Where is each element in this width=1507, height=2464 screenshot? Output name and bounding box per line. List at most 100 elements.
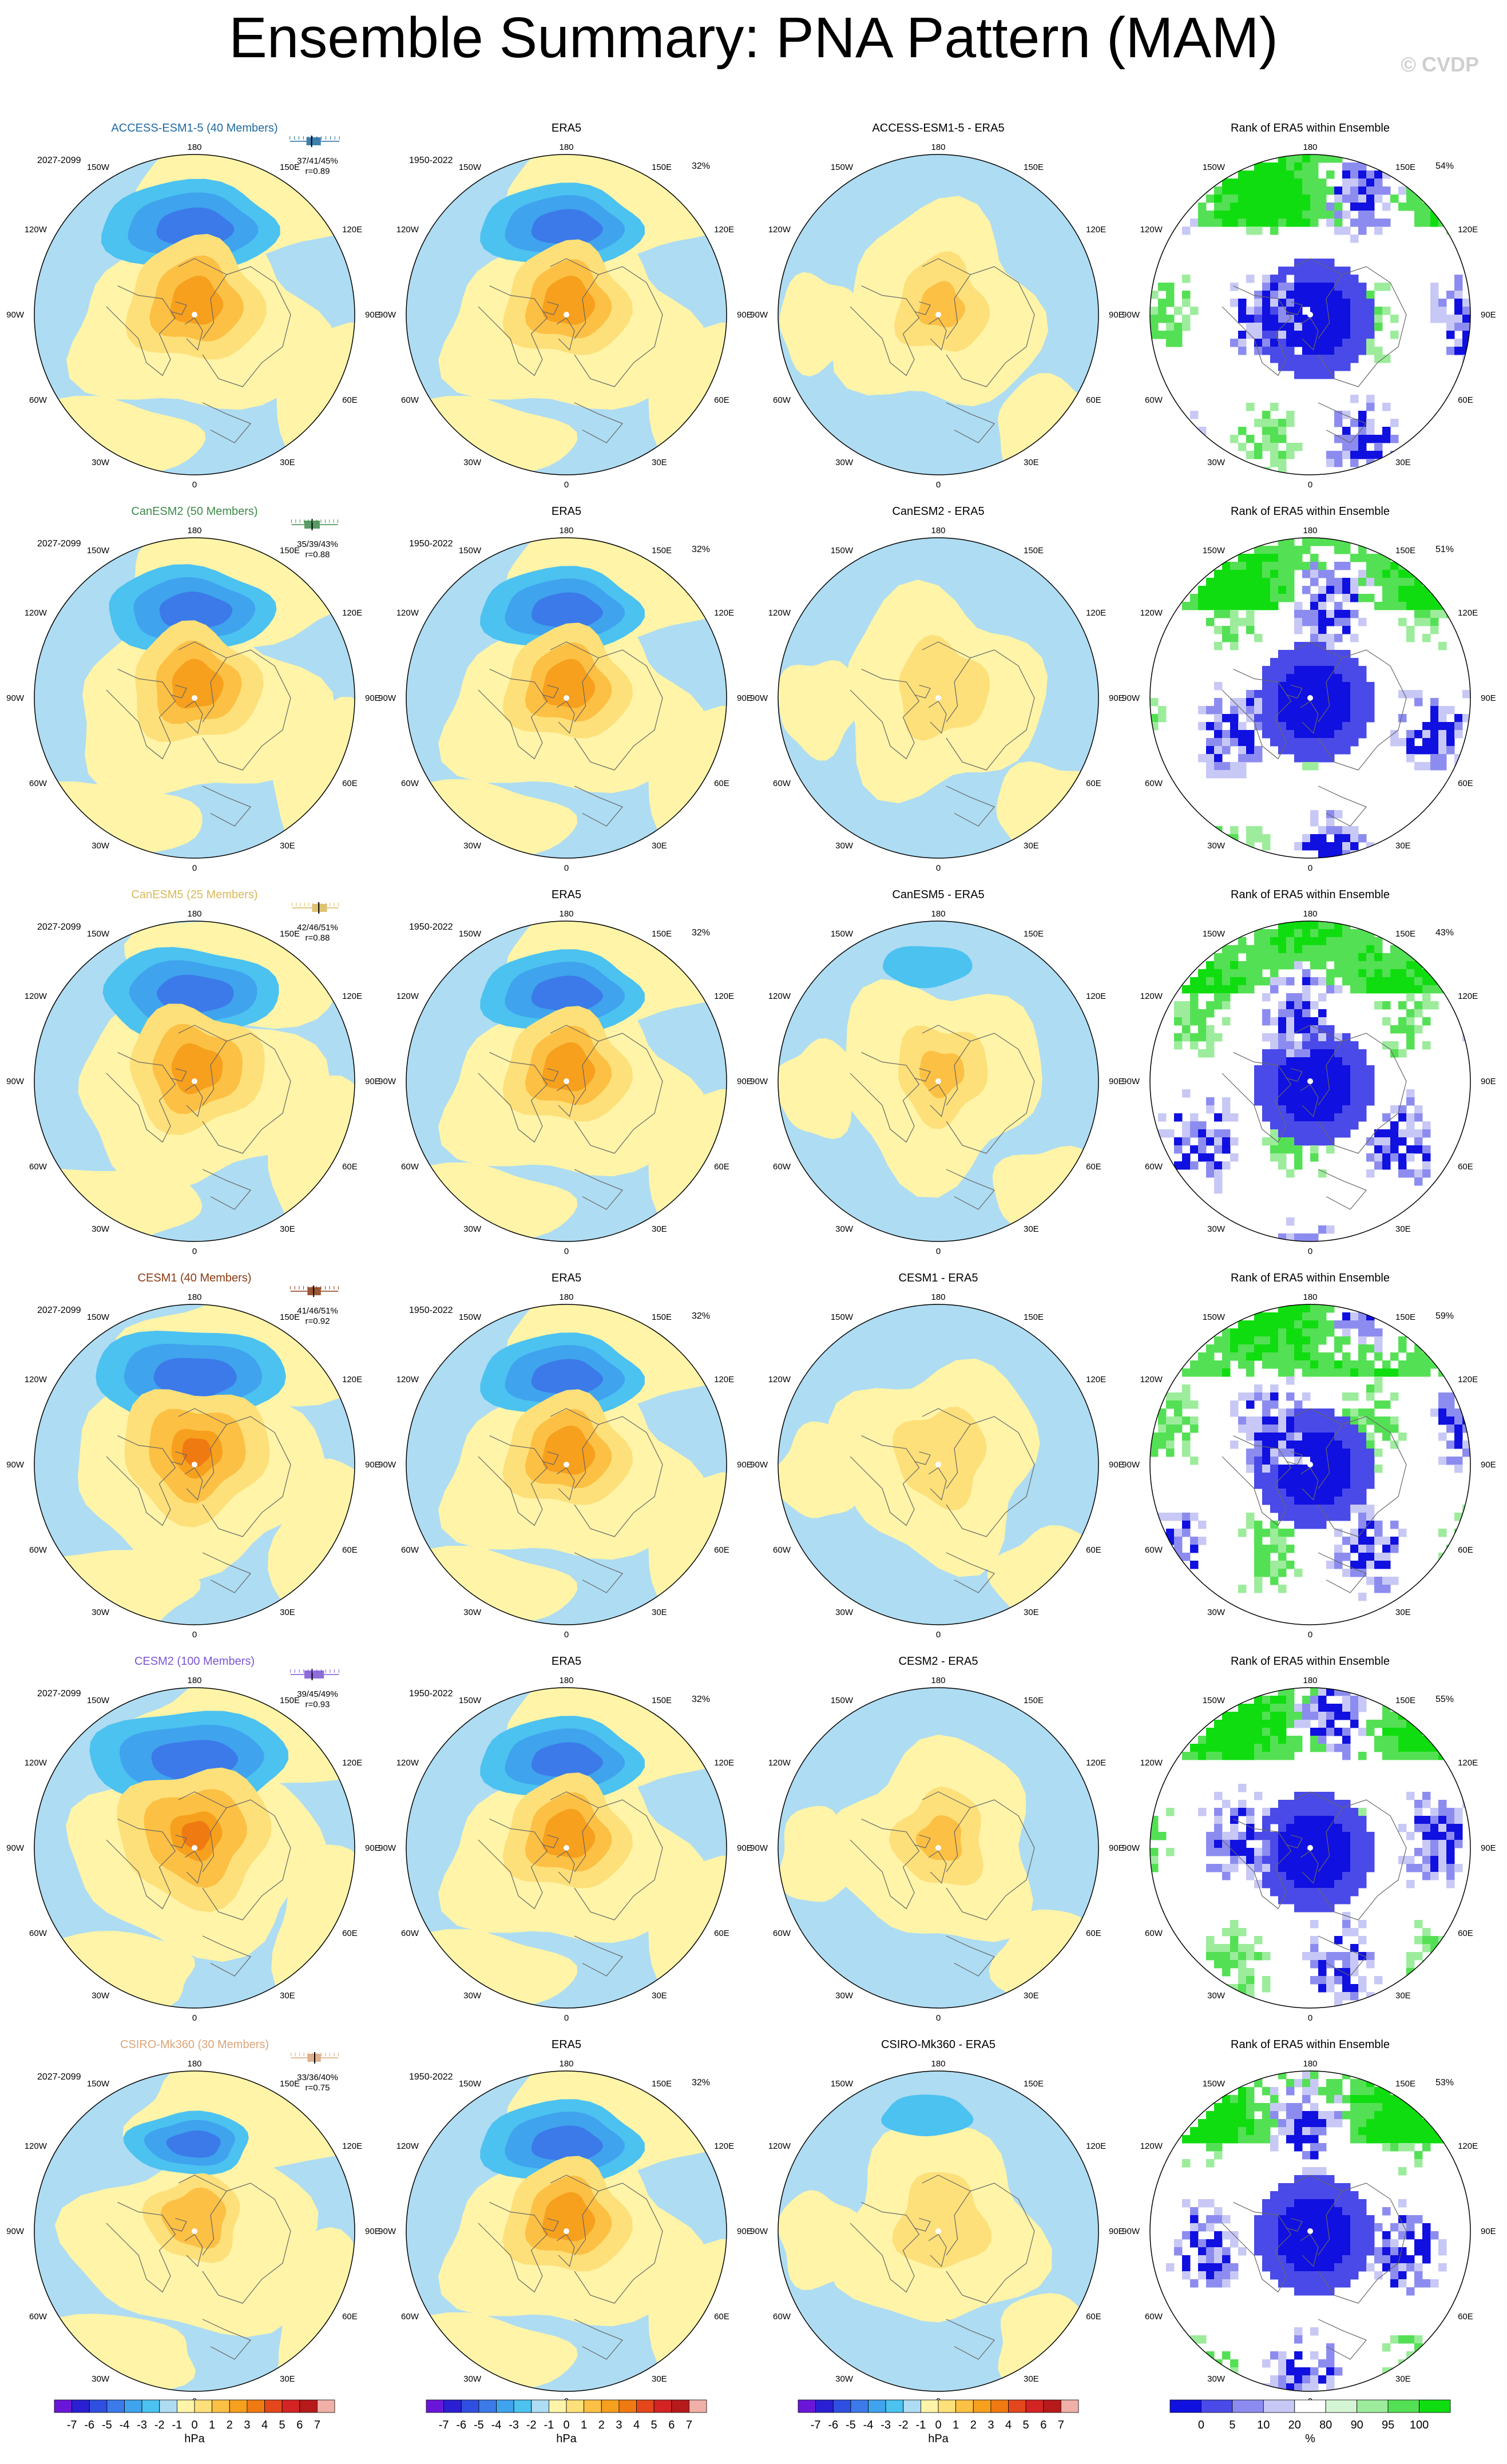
panel-r5-c3-cell [1270, 2119, 1279, 2128]
panel-r5-c3-cell [1358, 2119, 1367, 2128]
anomaly-colorbar-1-tick-10: 3 [616, 2419, 622, 2431]
panel-r4-c0-lon-label-60W: 60W [29, 1929, 47, 1938]
panel-r2-c3-cell [1374, 1153, 1383, 1162]
panel-r1-c3-cell [1342, 626, 1351, 634]
panel-r4-c3-cell [1262, 1816, 1271, 1824]
panel-r1-c3-cell [1422, 594, 1431, 602]
panel-r0-c3-cell [1294, 363, 1303, 371]
panel-r5-c3-cell [1366, 2247, 1375, 2256]
panel-r3-c3-cell [1342, 1336, 1351, 1345]
panel-r2-c3-cell [1278, 929, 1287, 938]
panel-r2-c3-cell [1278, 1161, 1287, 1170]
panel-r5-c3-cell [1382, 2111, 1391, 2120]
panel-r3-c3-cell [1326, 1304, 1335, 1313]
panel-r0-c3-cell [1390, 195, 1399, 203]
panel-r1-c3-cell [1246, 738, 1255, 747]
panel-r0-c3-cell [1318, 299, 1327, 307]
panel-r1-c3-cell [1334, 674, 1343, 683]
panel-r1-c3-cell [1278, 714, 1287, 723]
panel-r2-c3-cell [1270, 1089, 1279, 1098]
panel-r0-c3-cell [1406, 203, 1415, 211]
panel-r4-c3-cell [1278, 1744, 1287, 1752]
anomaly-colorbar-0-swatch-14 [299, 2399, 318, 2413]
panel-r5-c3-cell [1302, 2175, 1311, 2184]
panel-r5-c3-cell [1342, 2263, 1351, 2272]
panel-r4-c3-cell [1310, 1688, 1319, 1696]
panel-r0-c3-cell [1182, 227, 1191, 235]
panel-r5-c3-cell [1278, 2215, 1287, 2224]
panel-r5-c3-cell [1294, 2287, 1303, 2296]
panel-r2-c3-cell [1286, 1169, 1295, 1178]
panel-r1-c3-cell [1358, 722, 1367, 731]
panel-r4-c3-cell [1238, 1736, 1247, 1744]
panel-r1-c3-cell [1262, 570, 1271, 578]
panel-r3-c3-cell [1262, 1457, 1271, 1465]
panel-r1-c0-lon-label-150E: 150E [280, 546, 300, 556]
panel-r4-c3-cell [1390, 1744, 1399, 1752]
panel-r5-c3-cell [1222, 2247, 1231, 2256]
panel-r3-c0-stats: 41/46/51% [297, 1306, 338, 1316]
panel-r4-c3-cell [1374, 1736, 1383, 1744]
panel-r5-c3-cell [1318, 2255, 1327, 2264]
panel-r1-c3-cell [1214, 746, 1223, 755]
anomaly-colorbar-0-swatch-4 [124, 2399, 142, 2413]
panel-r4-c3-cell [1270, 1744, 1279, 1752]
panel-r4-c3-cell [1206, 1744, 1215, 1752]
panel-r2-c3-cell [1182, 1001, 1191, 1010]
panel-r1-c3-cell [1374, 562, 1383, 570]
panel-r3-c0-lon-label-60W: 60W [29, 1545, 47, 1555]
panel-r0-c3-cell [1262, 187, 1271, 195]
panel-r2-c3-cell [1398, 985, 1407, 994]
panel-r3-c3-cell [1342, 1368, 1351, 1377]
panel-r5-c3-cell [1326, 2111, 1335, 2120]
panel-r2-c3-cell [1182, 985, 1191, 994]
panel-r5-c3-map-outline [1149, 2070, 1471, 2392]
panel-r5-c3-cell [1310, 2087, 1319, 2096]
panel-r4-c3-cell [1334, 1824, 1343, 1832]
panel-r4-c3-cell [1310, 1728, 1319, 1736]
panel-r2-c3-cell [1286, 1113, 1295, 1122]
panel-r1-c3-cell [1342, 730, 1351, 739]
panel-r4-c3-cell [1334, 1896, 1343, 1904]
panel-r1-c3-cell [1398, 714, 1407, 723]
panel-r2-c3-cell [1374, 969, 1383, 978]
panel-r2-c3-cell [1294, 1073, 1303, 1082]
panel-r1-c3-cell [1350, 738, 1359, 747]
panel-r0-c3-cell [1270, 211, 1279, 219]
panel-r4-c2-map-outline [778, 1687, 1099, 2009]
panel-r1-c3-cell [1414, 690, 1423, 699]
panel-r4-c3-cell [1366, 1864, 1375, 1872]
rank-colorbar-swatch-6 [1357, 2399, 1389, 2413]
panel-r4-c3-cell [1286, 1864, 1295, 1872]
panel-r0-c3-cell [1294, 178, 1303, 187]
panel-r3-c3-cell [1230, 1400, 1239, 1409]
panel-r3-c3-cell [1366, 1473, 1375, 1481]
panel-r1-c3-cell [1230, 562, 1239, 570]
panel-r0-c3-cell [1310, 162, 1319, 171]
panel-r1-c3-cell [1214, 754, 1223, 763]
panel-r1-c3-cell [1334, 714, 1343, 723]
panel-r5-c3-cell [1358, 2263, 1367, 2272]
panel-r2-c3-cell [1198, 977, 1207, 986]
panel-r5-c3-cell [1398, 2215, 1407, 2224]
panel-r3-c1-pct: 32% [692, 1311, 710, 1321]
panel-r5-c3-cell [1358, 2111, 1367, 2120]
panel-r4-c3-cell [1278, 1808, 1287, 1816]
panel-r2-c3-cell [1254, 953, 1263, 962]
panel-r0-c3-cell [1174, 323, 1183, 331]
panel-r4-c3-cell [1302, 1864, 1311, 1872]
panel-r4-c3-cell [1390, 1712, 1399, 1720]
panel-r3-c3-cell [1350, 1505, 1359, 1513]
panel-r1-c3-cell [1342, 650, 1351, 658]
panel-r2-c0-lon-label-150W: 150W [87, 929, 110, 939]
panel-r4-c3-cell [1398, 1744, 1407, 1752]
panel-r0-c1-coast-2 [574, 266, 663, 387]
panel-r0-c3-cell [1358, 339, 1367, 347]
panel-r3-c1: ERA51950-202232%180150E120E90E60E30E030W… [378, 1272, 752, 1640]
panel-r2-c3-cell [1182, 1033, 1191, 1042]
panel-r5-c1-coast-1 [556, 2233, 575, 2267]
panel-r4-c3-cell [1206, 1728, 1215, 1736]
panel-r0-c1-field [406, 154, 727, 475]
panel-r0-c3-cell [1302, 371, 1311, 379]
panel-r0-c3-cell [1310, 203, 1319, 211]
